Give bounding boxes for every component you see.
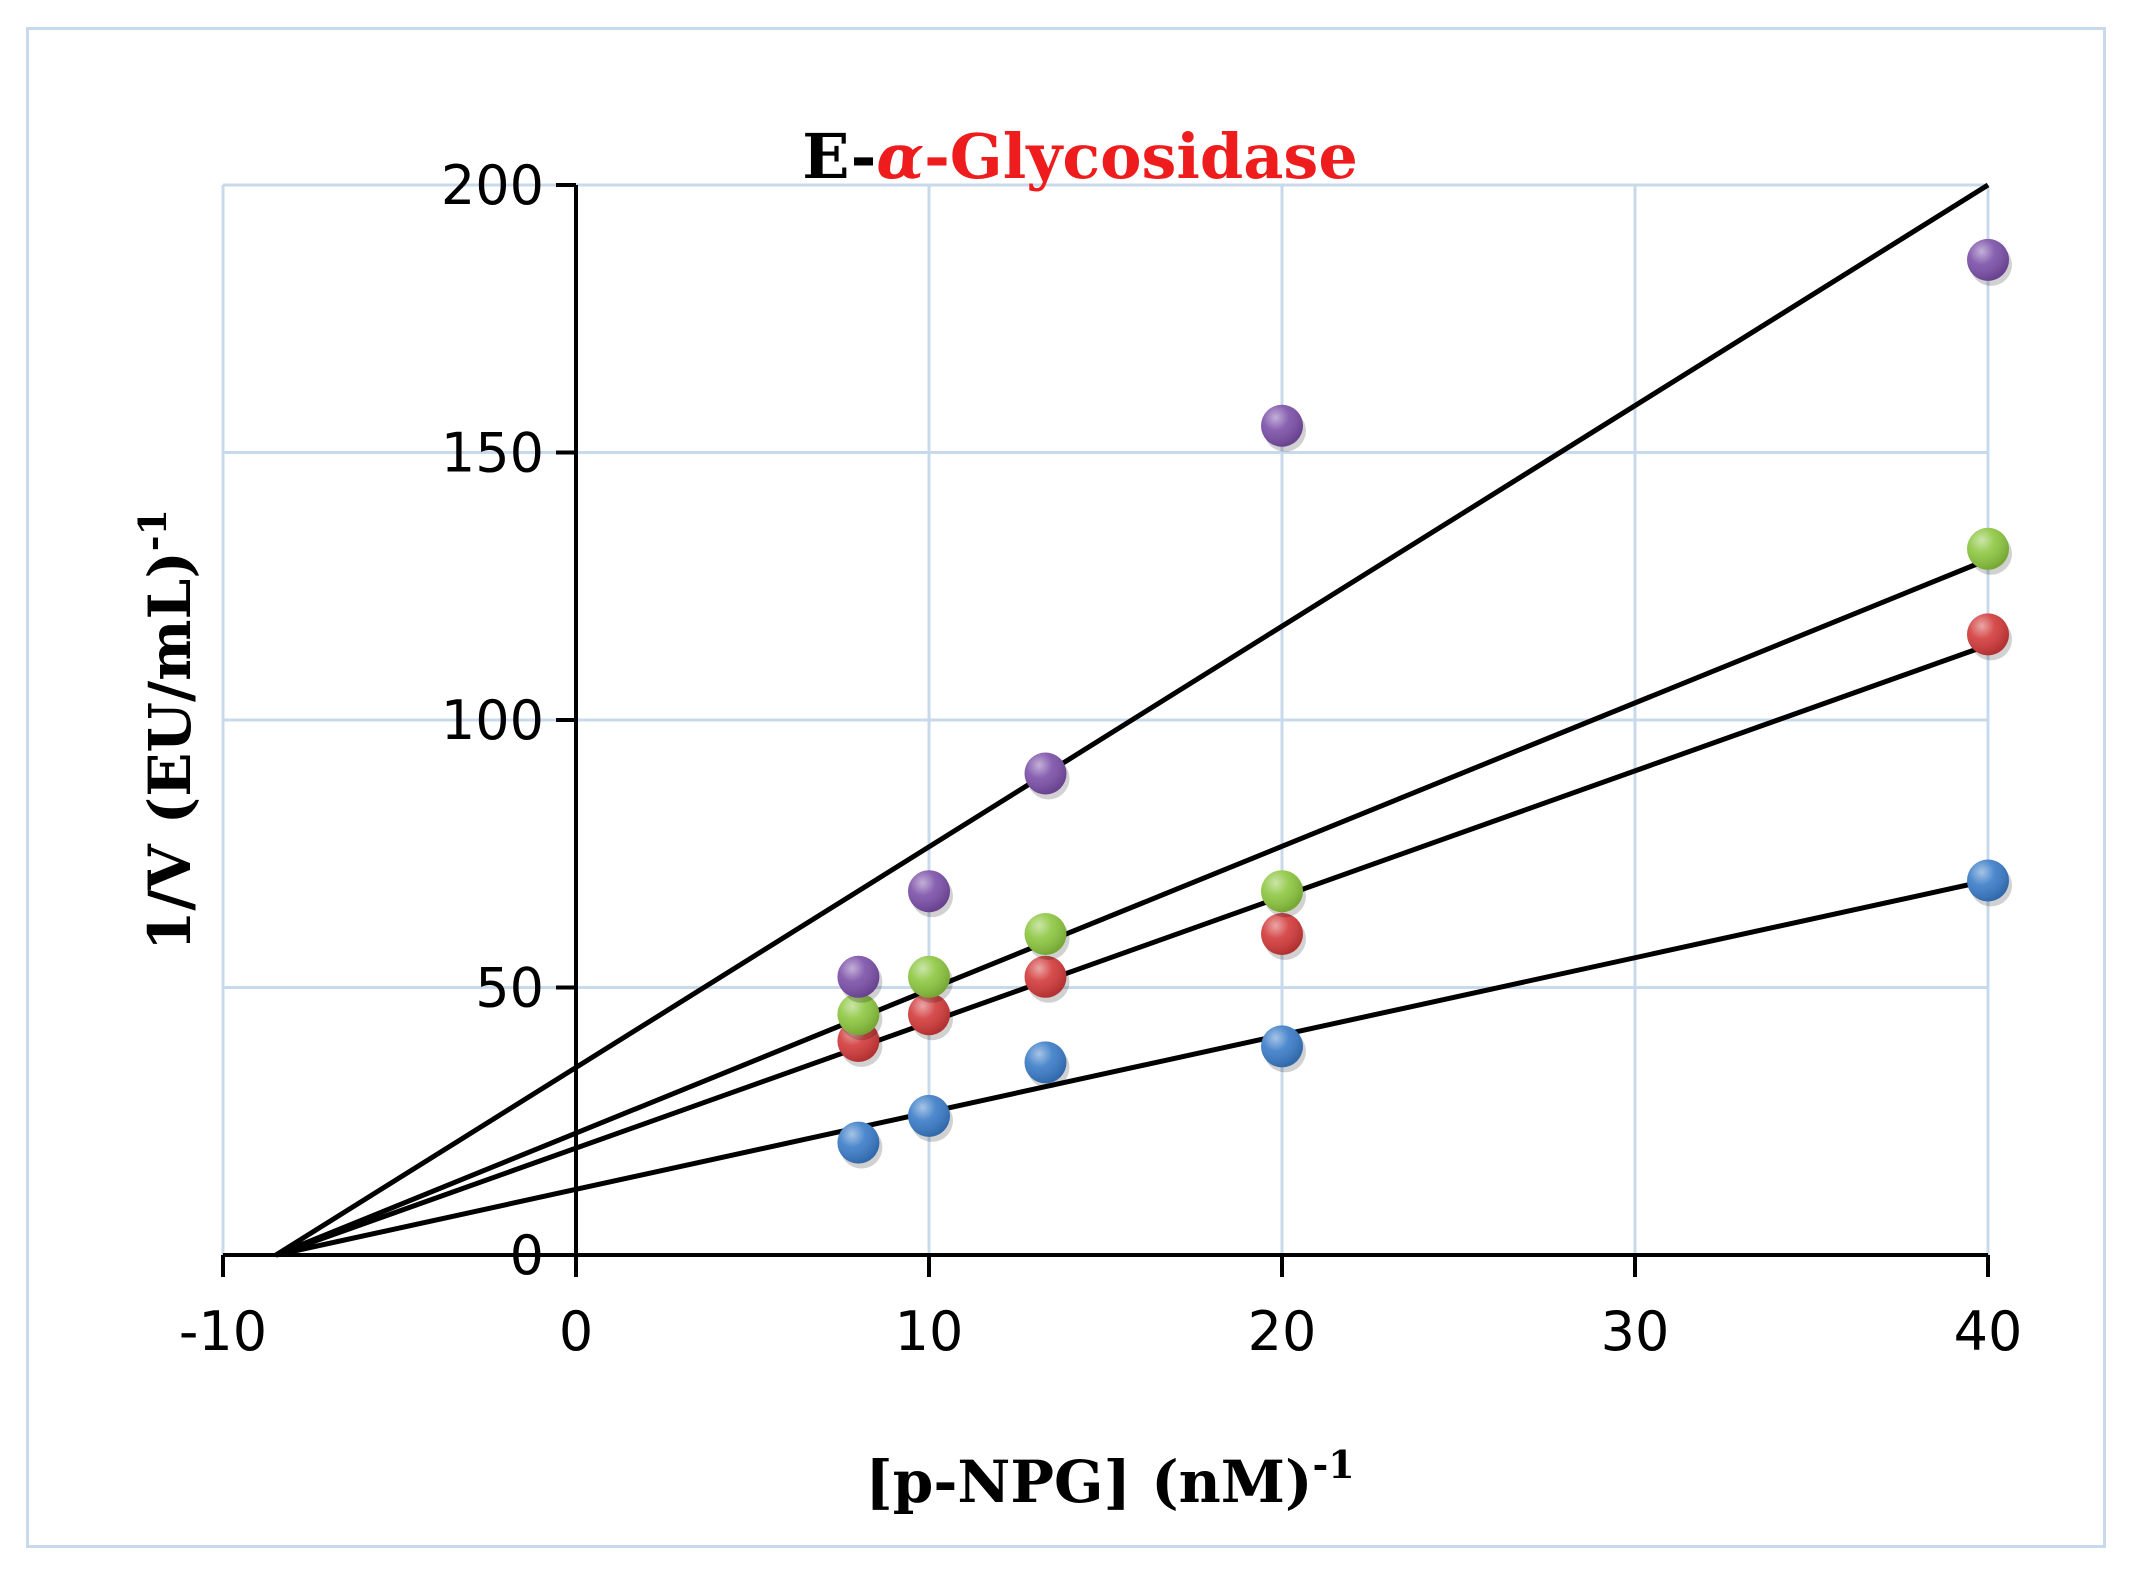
chart-title-prefix: E- bbox=[802, 120, 876, 193]
point-highlight bbox=[1024, 955, 1067, 998]
point-highlight bbox=[1024, 752, 1067, 795]
series-blue bbox=[837, 859, 2012, 1169]
trendline-red bbox=[275, 642, 1989, 1258]
chart-title: E-α-Glycosidase bbox=[802, 120, 1358, 193]
point-highlight bbox=[1967, 238, 2009, 281]
series-purple bbox=[837, 238, 2012, 1003]
x-tick-label: 20 bbox=[1248, 1300, 1317, 1363]
y-axis-title-main: 1/V (EU/mL) bbox=[136, 551, 204, 951]
trendline-purple bbox=[274, 182, 1990, 1258]
point-highlight bbox=[837, 955, 880, 998]
series-green bbox=[837, 527, 2012, 1041]
chart-frame bbox=[26, 27, 2106, 1548]
x-axis-title: [p-NPG] (nM)-1 bbox=[865, 1442, 1354, 1516]
trendline-green bbox=[275, 557, 1989, 1258]
y-tick-label: 150 bbox=[441, 422, 544, 485]
y-tick-label: 50 bbox=[475, 957, 544, 1020]
point-highlight bbox=[1261, 404, 1303, 447]
point-highlight bbox=[1967, 859, 2009, 902]
x-tick-label: 10 bbox=[895, 1300, 964, 1363]
x-axis-title-sup: -1 bbox=[1312, 1442, 1354, 1487]
y-axis-title: 1/V (EU/mL)-1 bbox=[130, 509, 204, 951]
point-highlight bbox=[837, 993, 880, 1036]
point-highlight bbox=[837, 1121, 880, 1164]
x-tick-label: 0 bbox=[559, 1300, 593, 1363]
x-axis-title-main: [p-NPG] (nM) bbox=[865, 1448, 1312, 1516]
point-highlight bbox=[1261, 913, 1303, 955]
x-tick-label: -10 bbox=[179, 1300, 267, 1363]
point-highlight bbox=[1261, 870, 1303, 913]
y-tick-label: 100 bbox=[441, 689, 544, 752]
y-tick-label: 200 bbox=[441, 154, 544, 217]
point-highlight bbox=[908, 955, 950, 998]
point-highlight bbox=[1967, 527, 2009, 570]
point-highlight bbox=[1967, 613, 2009, 656]
point-highlight bbox=[1024, 1041, 1067, 1084]
y-axis-title-sup: -1 bbox=[130, 509, 175, 551]
point-highlight bbox=[1024, 913, 1067, 955]
chart-title-greek: α bbox=[876, 120, 924, 193]
chart-title-suffix: -Glycosidase bbox=[924, 120, 1358, 193]
y-tick-label: 0 bbox=[510, 1224, 544, 1287]
x-tick-label: 30 bbox=[1601, 1300, 1670, 1363]
axes bbox=[221, 183, 1990, 1277]
tick-labels: -10 0 10 20 30 40 0 50 100 150 200 bbox=[179, 154, 2022, 1363]
point-highlight bbox=[1261, 1025, 1303, 1068]
data-points bbox=[837, 238, 2012, 1169]
trendlines bbox=[274, 182, 1990, 1258]
point-highlight bbox=[908, 870, 950, 913]
x-tick-label: 40 bbox=[1954, 1300, 2023, 1363]
trendline-blue bbox=[275, 878, 1989, 1258]
point-highlight bbox=[908, 1094, 950, 1137]
series-red bbox=[837, 613, 2012, 1067]
point-highlight bbox=[908, 993, 950, 1036]
